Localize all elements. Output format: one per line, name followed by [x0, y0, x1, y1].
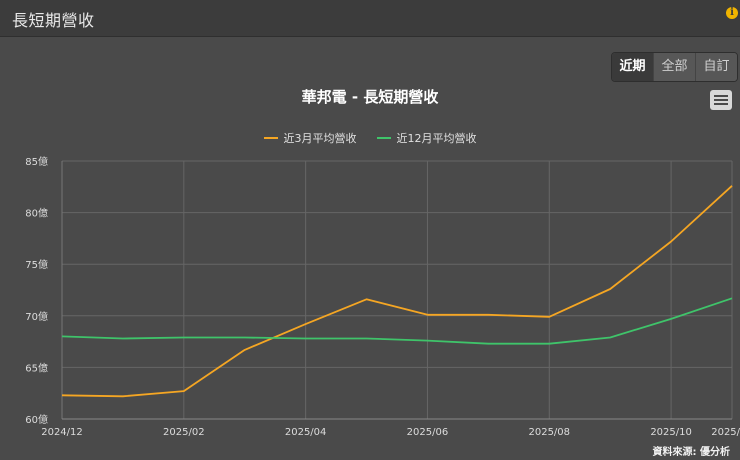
- x-tick-label: 2025/02: [163, 427, 205, 438]
- y-tick-label: 85億: [25, 155, 48, 168]
- source-credit: 資料來源: 優分析: [652, 447, 730, 458]
- range-custom-button[interactable]: 自訂: [695, 53, 737, 81]
- y-tick-label: 60億: [25, 413, 48, 426]
- series-line-3m: [61, 185, 733, 398]
- legend-label-12m: 近12月平均營收: [396, 132, 477, 145]
- range-all-button[interactable]: 全部: [653, 53, 695, 81]
- x-tick-label: 2025/04: [285, 427, 327, 438]
- x-tick-label: 2024/12: [41, 427, 83, 438]
- chart-menu-icon[interactable]: [710, 90, 732, 110]
- x-tick-label: 2025/08: [528, 427, 570, 438]
- x-tick-label: 2025/10: [650, 427, 692, 438]
- series-line-12m: [61, 297, 733, 345]
- y-tick-label: 65億: [25, 361, 48, 374]
- range-recent-button[interactable]: 近期: [612, 53, 653, 81]
- page-title: 長短期營收: [12, 11, 95, 30]
- legend-swatch-3m: [263, 137, 278, 139]
- top-bar: 長短期營收 i: [0, 0, 740, 37]
- chart-legend: 近3月平均營收 近12月平均營收: [0, 130, 740, 146]
- y-tick-label: 75億: [25, 258, 48, 271]
- y-tick-label: 70億: [25, 310, 48, 323]
- x-tick-label: 2025/06: [407, 427, 449, 438]
- legend-item-3m[interactable]: 近3月平均營收: [263, 130, 357, 146]
- legend-swatch-12m: [376, 137, 391, 139]
- legend-label-3m: 近3月平均營收: [283, 132, 357, 145]
- legend-item-12m[interactable]: 近12月平均營收: [376, 130, 477, 146]
- info-icon[interactable]: i: [726, 7, 738, 19]
- chart-title: 華邦電 - 長短期營收: [301, 88, 439, 106]
- y-tick-label: 80億: [25, 207, 48, 220]
- range-selector: 近期 全部 自訂: [611, 52, 738, 82]
- x-tick-label: 2025/11: [711, 427, 740, 438]
